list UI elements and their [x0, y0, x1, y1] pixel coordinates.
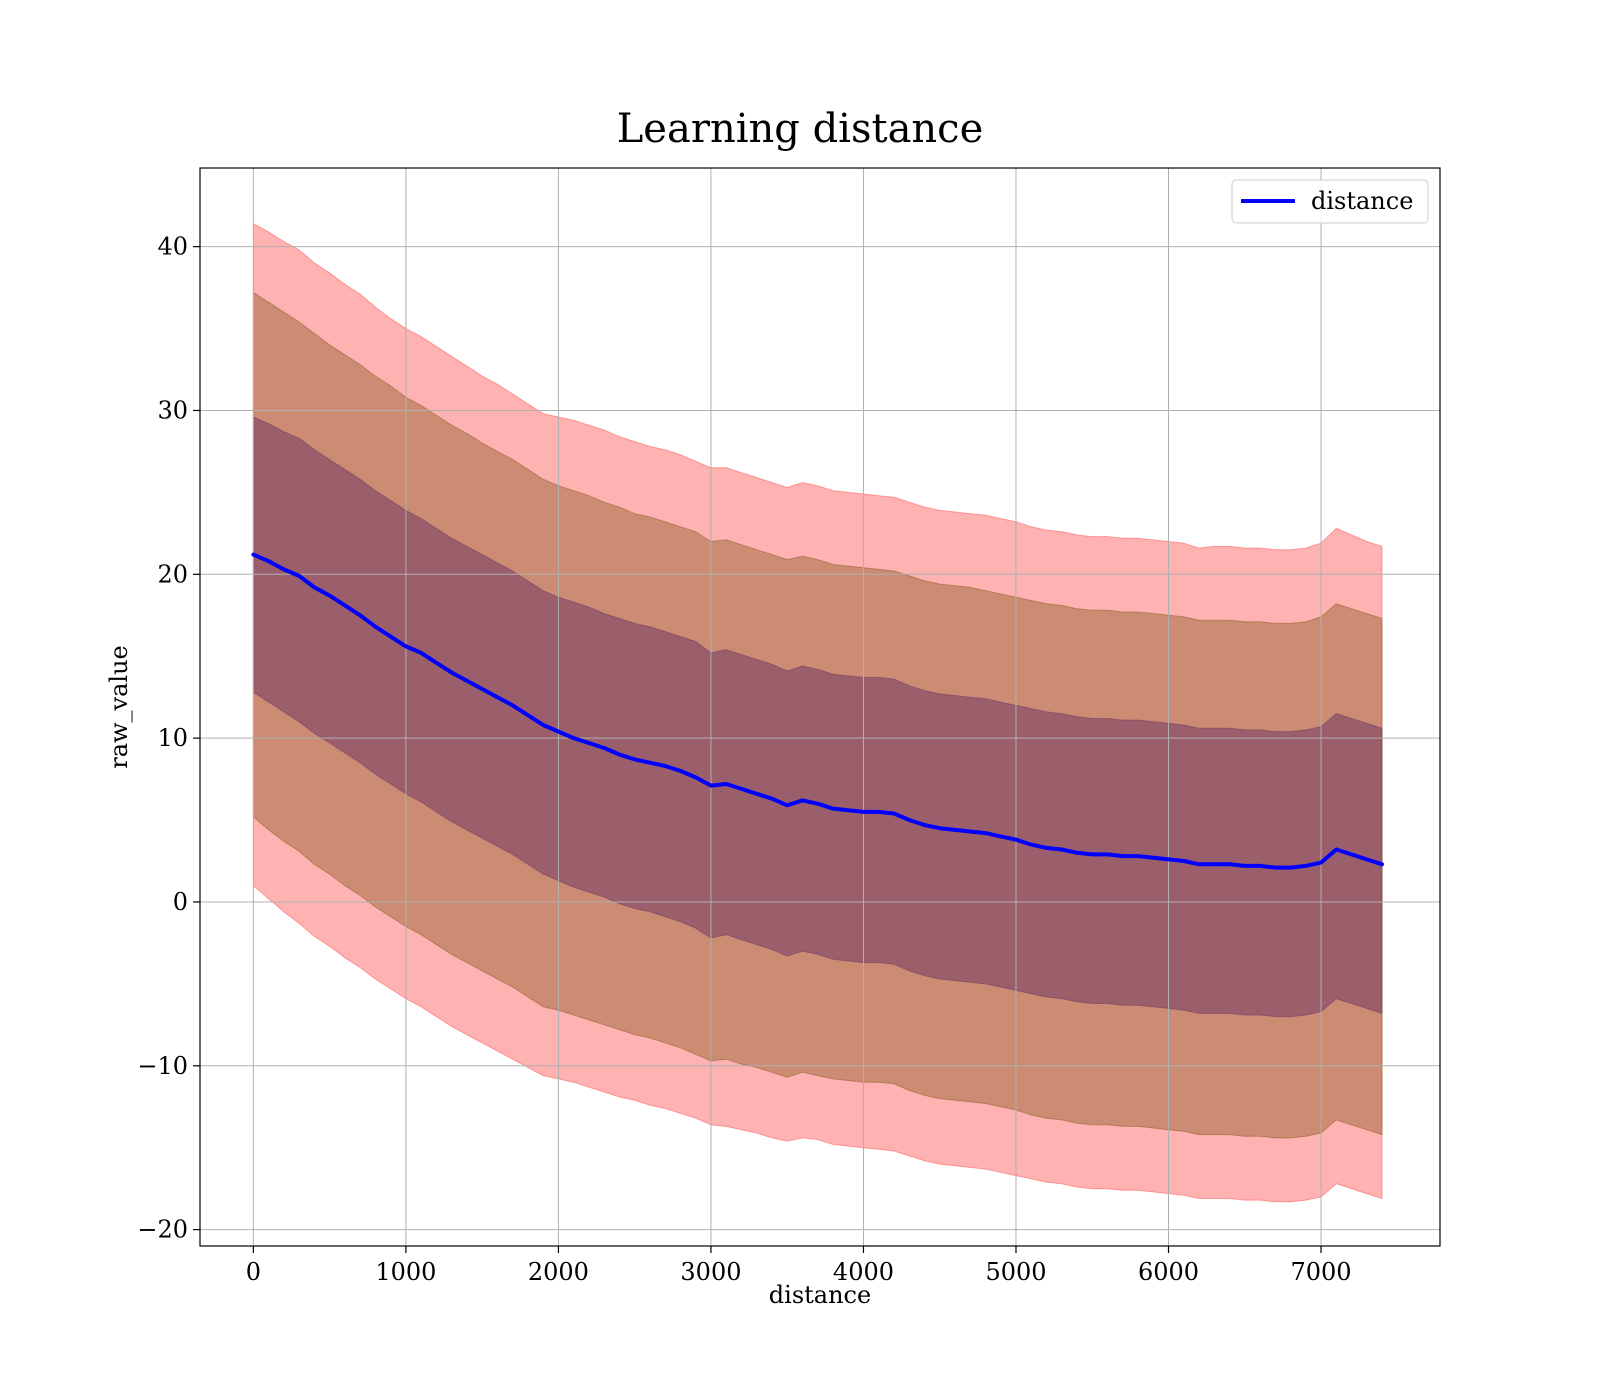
x-tick-label-2: 2000 — [528, 1258, 589, 1286]
x-tick-label-7: 7000 — [1290, 1258, 1351, 1286]
x-axis-ticks: 0 1000 2000 3000 4000 5000 6000 7000 — [246, 1246, 1352, 1286]
y-tick-label-1: −10 — [137, 1052, 188, 1080]
legend-box — [1231, 179, 1429, 224]
y-tick-label-4: 20 — [157, 560, 188, 588]
y-tick-label-6: 40 — [157, 233, 188, 261]
plot-frame — [199, 167, 1441, 1247]
y-axis-label: raw_value — [105, 645, 133, 769]
y-tick-label-3: 10 — [157, 724, 188, 752]
x-tick-label-0: 0 — [246, 1258, 261, 1286]
chart-title: Learning distance — [617, 106, 984, 152]
legend: distance — [1231, 179, 1429, 224]
y-axis-ticks: −20 −10 0 10 20 30 40 — [137, 233, 200, 1244]
y-tick-label-5: 30 — [157, 396, 188, 424]
x-axis-label: distance — [769, 1281, 871, 1309]
confidence-bands — [252, 222, 1383, 1203]
band-2 — [252, 416, 1383, 1018]
data-series — [251, 552, 1384, 870]
y-tick-label-0: −20 — [137, 1216, 188, 1244]
x-tick-label-3: 3000 — [680, 1258, 741, 1286]
series-line-0 — [251, 552, 1384, 870]
grid-lines — [200, 168, 1440, 1246]
y-tick-label-2: 0 — [173, 888, 188, 916]
x-tick-label-4: 4000 — [833, 1258, 894, 1286]
x-tick-label-6: 6000 — [1138, 1258, 1199, 1286]
legend-label-distance: distance — [1311, 187, 1413, 215]
x-tick-label-1: 1000 — [375, 1258, 436, 1286]
x-tick-label-5: 5000 — [985, 1258, 1046, 1286]
